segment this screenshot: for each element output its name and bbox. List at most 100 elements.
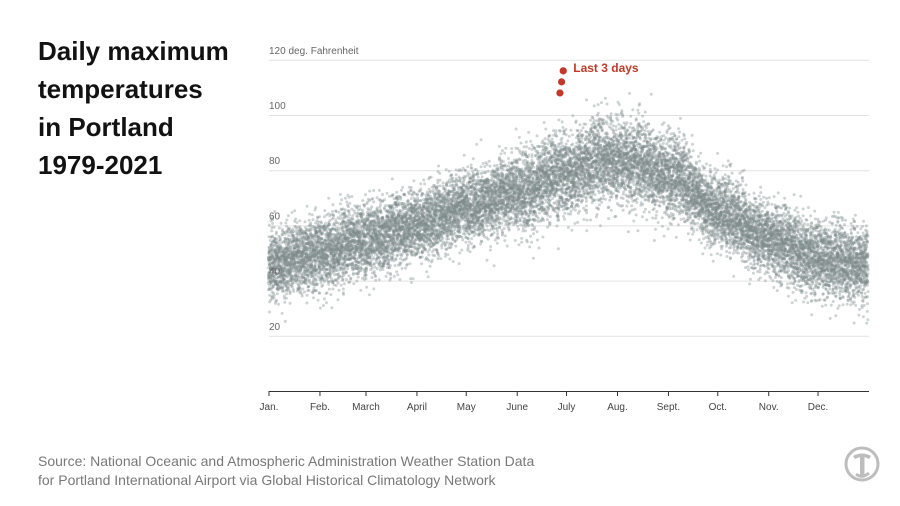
data-point (286, 243, 290, 247)
data-point (281, 280, 285, 284)
data-point (274, 253, 278, 256)
data-point (387, 260, 391, 264)
data-point (286, 274, 290, 278)
data-point (272, 256, 276, 260)
data-point (438, 171, 442, 175)
data-point (268, 264, 272, 268)
data-point (280, 311, 284, 315)
data-point (275, 282, 278, 286)
data-point (405, 262, 409, 266)
data-point (275, 283, 279, 287)
data-point (284, 258, 288, 262)
data-point (441, 242, 444, 246)
data-point (286, 261, 290, 264)
data-point (281, 278, 285, 281)
data-point (441, 184, 445, 188)
data-point (385, 230, 389, 234)
data-point (271, 279, 275, 283)
data-point (278, 247, 282, 251)
data-point (280, 254, 284, 258)
data-point (275, 241, 279, 245)
data-point (274, 250, 278, 254)
data-point (272, 274, 276, 278)
data-point (272, 269, 276, 273)
data-point (443, 254, 447, 258)
data-point (277, 245, 281, 249)
data-point (298, 272, 302, 276)
data-point (281, 258, 285, 262)
data-point (273, 258, 277, 262)
data-point (291, 282, 295, 285)
data-point (319, 281, 323, 285)
data-point (314, 281, 318, 285)
data-point (279, 257, 283, 261)
data-point (285, 292, 289, 296)
data-point (288, 262, 292, 266)
data-point (285, 289, 289, 293)
data-point (437, 164, 440, 168)
data-point (269, 255, 273, 258)
data-point (275, 237, 279, 241)
data-point (282, 240, 286, 244)
data-point (358, 235, 362, 239)
data-point (384, 204, 388, 208)
data-point (281, 250, 284, 253)
data-point (276, 281, 280, 285)
data-point (275, 264, 279, 268)
data-point (275, 266, 279, 269)
data-point (273, 236, 277, 240)
data-point (274, 279, 278, 283)
data-point (271, 252, 275, 256)
data-point (350, 195, 354, 198)
data-point (364, 273, 368, 277)
data-point (276, 287, 280, 291)
data-point (268, 257, 272, 261)
data-point (282, 289, 286, 293)
data-point (270, 216, 274, 220)
data-point (287, 234, 291, 238)
data-point (274, 247, 277, 251)
data-point (287, 228, 290, 231)
data-point (277, 248, 281, 252)
data-point (276, 247, 280, 251)
data-point (378, 236, 382, 240)
data-point (285, 237, 289, 241)
data-point (279, 273, 283, 277)
data-point (277, 255, 281, 259)
data-point (272, 291, 275, 295)
data-point (306, 289, 310, 293)
data-point (276, 275, 280, 279)
data-point (290, 263, 294, 267)
data-point (287, 238, 291, 241)
data-point (278, 255, 282, 259)
data-point (318, 306, 322, 310)
data-point (280, 248, 284, 252)
data-point (278, 246, 282, 250)
data-point (375, 206, 379, 210)
data-point (287, 283, 291, 287)
data-point (267, 279, 271, 283)
data-point (267, 252, 271, 256)
background-points (266, 91, 870, 325)
data-point (282, 281, 286, 284)
data-point (272, 260, 276, 264)
data-point (274, 241, 278, 245)
data-point (276, 257, 280, 261)
data-point (399, 246, 402, 250)
data-point (405, 219, 408, 223)
data-point (395, 270, 399, 274)
data-point (281, 250, 285, 254)
data-point (268, 255, 272, 259)
data-point (272, 278, 276, 282)
data-point (454, 244, 458, 248)
data-point (287, 249, 290, 252)
data-point (280, 273, 284, 277)
data-point (372, 287, 376, 291)
data-point (272, 260, 276, 264)
data-point (284, 288, 288, 292)
data-point (347, 245, 351, 249)
data-point (441, 236, 445, 240)
data-point (368, 189, 372, 193)
data-point (286, 260, 290, 264)
data-point (290, 229, 294, 233)
